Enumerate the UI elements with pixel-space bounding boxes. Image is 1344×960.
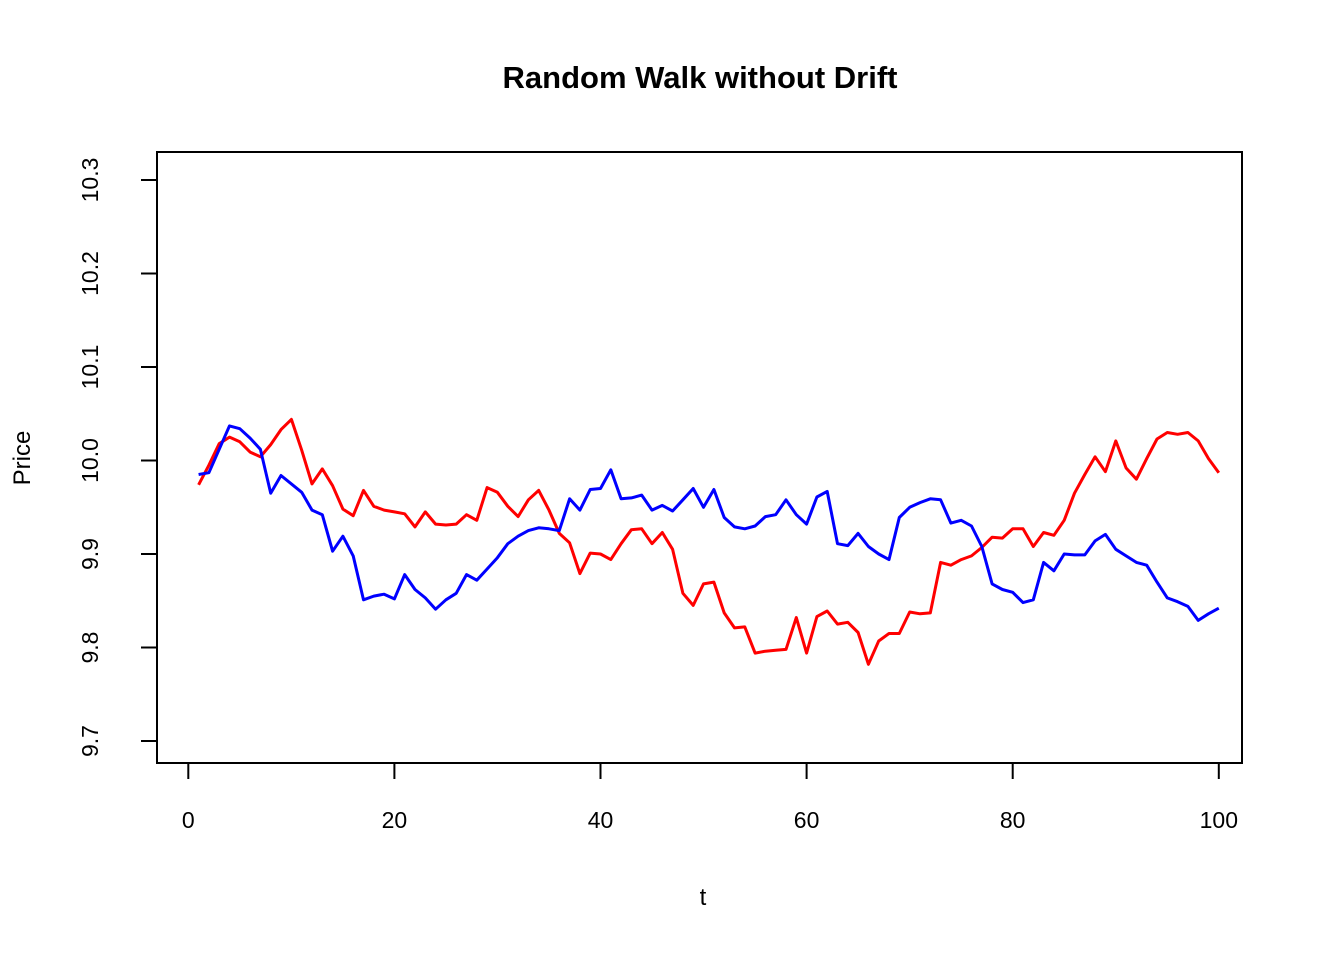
chart-title: Random Walk without Drift [503, 60, 898, 95]
y-tick-label: 9.8 [77, 632, 103, 664]
y-axis-title: Price [9, 431, 36, 486]
series-line-random-walk-red [197, 417, 1221, 666]
x-tick-label: 60 [794, 807, 820, 833]
y-tick-label: 10.1 [77, 345, 103, 390]
y-tick-label: 9.7 [77, 725, 103, 757]
x-tick-label: 80 [1000, 807, 1026, 833]
plot-box [156, 151, 1243, 764]
x-tick-label: 100 [1200, 807, 1238, 833]
x-tick-label: 0 [182, 807, 195, 833]
x-axis-title: t [700, 884, 707, 911]
x-tick-label: 20 [382, 807, 408, 833]
y-tick-label: 10.3 [77, 158, 103, 203]
y-tick-label: 10.0 [77, 438, 103, 483]
x-tick-label: 40 [588, 807, 614, 833]
x-axis-ticks: 0 20 40 60 80 100 [182, 763, 1238, 833]
y-axis-ticks: 9.7 9.8 9.9 10.0 10.1 10.2 10.3 [77, 158, 157, 757]
y-tick-label: 9.9 [77, 538, 103, 570]
y-tick-label: 10.2 [77, 251, 103, 296]
series-lines [197, 417, 1221, 666]
series-line-random-walk-blue [198, 424, 1220, 622]
